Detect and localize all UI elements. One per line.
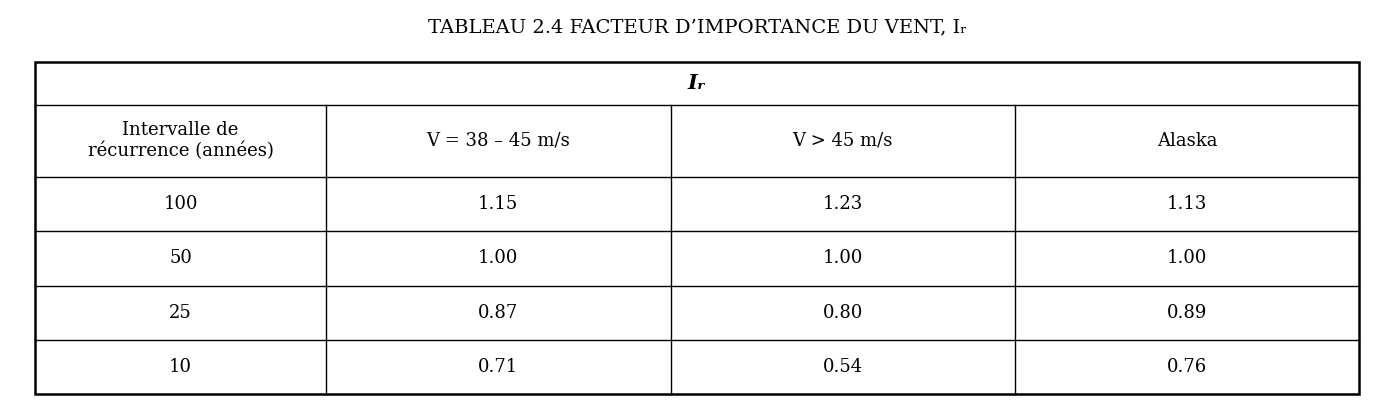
Text: 1.23: 1.23 xyxy=(822,195,863,213)
Text: Iᵣ: Iᵣ xyxy=(687,73,707,93)
Text: 100: 100 xyxy=(163,195,198,213)
Text: 1.00: 1.00 xyxy=(478,250,519,268)
Text: Alaska: Alaska xyxy=(1157,132,1217,150)
Text: 1.00: 1.00 xyxy=(822,250,863,268)
Text: 1.13: 1.13 xyxy=(1167,195,1207,213)
Text: 0.80: 0.80 xyxy=(822,304,863,322)
Text: 25: 25 xyxy=(169,304,192,322)
Text: 0.89: 0.89 xyxy=(1167,304,1207,322)
Text: 10: 10 xyxy=(169,358,192,376)
Text: 0.71: 0.71 xyxy=(478,358,519,376)
Text: 50: 50 xyxy=(169,250,192,268)
Text: TABLEAU 2.4 FACTEUR D’IMPORTANCE DU VENT, Iᵣ: TABLEAU 2.4 FACTEUR D’IMPORTANCE DU VENT… xyxy=(428,18,966,36)
Text: Intervalle de
récurrence (années): Intervalle de récurrence (années) xyxy=(88,121,273,160)
Text: 1.15: 1.15 xyxy=(478,195,519,213)
Text: V > 45 m/s: V > 45 m/s xyxy=(792,132,894,150)
Text: 1.00: 1.00 xyxy=(1167,250,1207,268)
Text: 0.76: 0.76 xyxy=(1167,358,1207,376)
Text: 0.54: 0.54 xyxy=(822,358,863,376)
Text: 0.87: 0.87 xyxy=(478,304,519,322)
Text: V = 38 – 45 m/s: V = 38 – 45 m/s xyxy=(427,132,570,150)
